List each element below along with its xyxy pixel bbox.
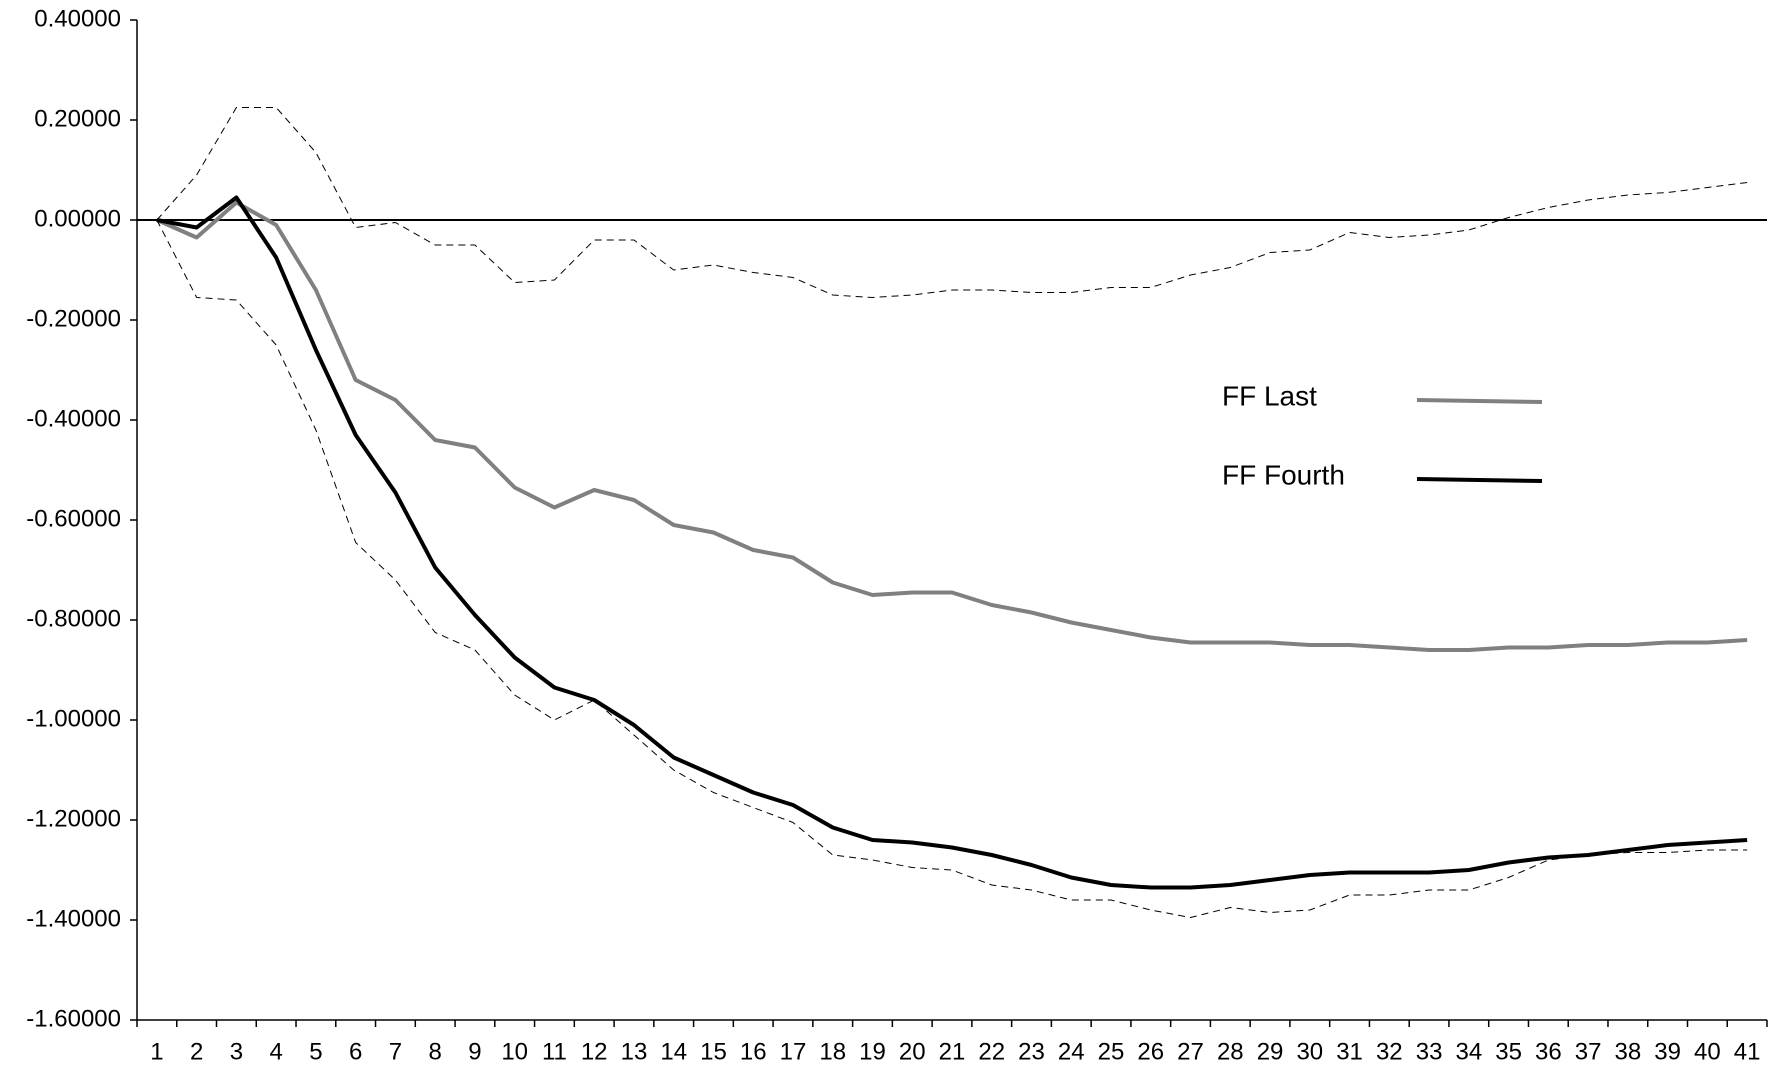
series-line <box>156 195 1748 890</box>
x-tick-label: 30 <box>1296 1038 1323 1065</box>
x-tick-label: 32 <box>1376 1038 1403 1065</box>
y-tick-label: -1.00000 <box>26 705 121 732</box>
x-tick-label: 26 <box>1137 1038 1164 1065</box>
x-tick-label: 36 <box>1535 1038 1562 1065</box>
x-tick-label: 18 <box>819 1038 846 1065</box>
x-tick-label: 7 <box>389 1038 402 1065</box>
band-line <box>156 107 1748 298</box>
y-tick-label: -0.20000 <box>26 305 121 332</box>
x-tick-label: 5 <box>309 1038 322 1065</box>
x-tick-label: 4 <box>269 1038 282 1065</box>
x-tick-label: 27 <box>1177 1038 1204 1065</box>
x-tick-label: 33 <box>1416 1038 1443 1065</box>
x-tick-label: 35 <box>1495 1038 1522 1065</box>
x-tick-label: 15 <box>700 1038 727 1065</box>
legend-swatch <box>1416 398 1543 404</box>
x-tick-label: 40 <box>1694 1038 1721 1065</box>
y-tick-label: 0.40000 <box>34 5 121 32</box>
y-tick-label: -0.80000 <box>26 605 121 632</box>
x-tick-label: 13 <box>621 1038 648 1065</box>
x-tick-label: 14 <box>660 1038 687 1065</box>
x-tick-label: 29 <box>1257 1038 1284 1065</box>
x-tick-label: 34 <box>1455 1038 1482 1065</box>
x-tick-label: 1 <box>150 1038 163 1065</box>
x-tick-label: 12 <box>581 1038 608 1065</box>
x-tick-label: 31 <box>1336 1038 1363 1065</box>
x-tick-label: 21 <box>939 1038 966 1065</box>
legend-label: FF Fourth <box>1222 459 1345 490</box>
x-tick-label: 19 <box>859 1038 886 1065</box>
x-tick-label: 38 <box>1615 1038 1642 1065</box>
x-tick-label: 2 <box>190 1038 203 1065</box>
x-tick-label: 20 <box>899 1038 926 1065</box>
x-tick-label: 23 <box>1018 1038 1045 1065</box>
y-tick-label: -0.60000 <box>26 505 121 532</box>
band-line <box>156 219 1748 918</box>
y-tick-label: -0.40000 <box>26 405 121 432</box>
x-tick-label: 10 <box>501 1038 528 1065</box>
y-tick-label: -1.60000 <box>26 1005 121 1032</box>
x-tick-label: 9 <box>468 1038 481 1065</box>
x-tick-label: 3 <box>230 1038 243 1065</box>
x-tick-label: 24 <box>1058 1038 1085 1065</box>
y-tick-label: -1.20000 <box>26 805 121 832</box>
x-tick-label: 17 <box>780 1038 807 1065</box>
x-tick-label: 11 <box>542 1038 567 1065</box>
y-tick-label: 0.20000 <box>34 105 121 132</box>
legend-swatch <box>1416 477 1543 483</box>
x-tick-label: 39 <box>1654 1038 1681 1065</box>
x-tick-label: 8 <box>428 1038 441 1065</box>
x-tick-label: 6 <box>349 1038 362 1065</box>
x-tick-label: 37 <box>1575 1038 1602 1065</box>
y-tick-label: -1.40000 <box>26 905 121 932</box>
x-tick-label: 25 <box>1098 1038 1125 1065</box>
y-tick-label: 0.00000 <box>34 205 121 232</box>
x-tick-label: 22 <box>978 1038 1005 1065</box>
x-tick-label: 28 <box>1217 1038 1244 1065</box>
x-tick-label: 16 <box>740 1038 767 1065</box>
series-line <box>156 200 1748 652</box>
legend-label: FF Last <box>1222 380 1317 411</box>
x-tick-label: 41 <box>1734 1038 1761 1065</box>
